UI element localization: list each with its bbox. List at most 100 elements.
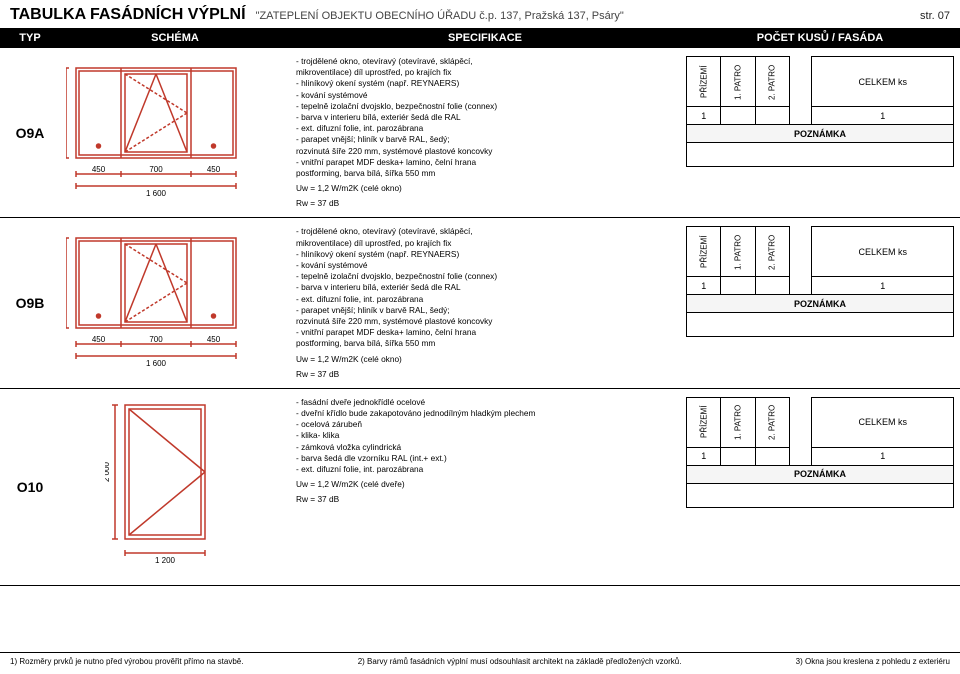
svg-text:1 200: 1 200	[155, 556, 176, 565]
spec-extra-line: Uw = 1,2 W/m2K (celé okno)	[296, 183, 674, 194]
table-row: O9B 1 300 450	[0, 218, 960, 388]
table-row: O10 2 000 1 200 - fasádní dveře jednokří…	[0, 389, 960, 586]
spec-line: mikroventilace) díl uprostřed, po krajíc…	[296, 67, 674, 78]
spec-line: - ext. difuzní folie, int. parozábrana	[296, 464, 674, 475]
main-title: TABULKA FASÁDNÍCH VÝPLNÍ	[10, 6, 246, 24]
label-patro1: 1. PATRO	[721, 57, 755, 107]
svg-text:1 600: 1 600	[146, 359, 167, 368]
val-celkem: 1	[812, 107, 954, 125]
spec-line: - hliníkový okení systém (např. REYNAERS…	[296, 249, 674, 260]
spec-line: - zámková vložka cylindrická	[296, 442, 674, 453]
page-header: TABULKA FASÁDNÍCH VÝPLNÍ "ZATEPLENÍ OBJE…	[0, 0, 960, 28]
label-poznamka: POZNÁMKA	[687, 125, 954, 143]
typ-cell: O9A	[0, 48, 60, 217]
svg-text:700: 700	[149, 335, 163, 344]
val-celkem: 1	[812, 447, 954, 465]
val-prizemi: 1	[687, 107, 721, 125]
spec-line: - ocelová zárubeň	[296, 419, 674, 430]
svg-text:450: 450	[207, 335, 221, 344]
spec-line: mikroventilace) díl uprostřed, po krajíc…	[296, 238, 674, 249]
val-patro1	[721, 107, 755, 125]
spec-line: - barva v interieru bílá, exteriér šedá …	[296, 112, 674, 123]
val-patro2	[755, 107, 789, 125]
spec-line: postforming, barva bílá, šířka 550 mm	[296, 168, 674, 179]
spec-line: - ext. difuzní folie, int. parozábrana	[296, 294, 674, 305]
svg-text:450: 450	[207, 165, 221, 174]
label-prizemi: PŘÍZEMÍ	[687, 227, 721, 277]
label-patro1: 1. PATRO	[721, 397, 755, 447]
val-patro2	[755, 447, 789, 465]
column-headers: TYP SCHÉMA SPECIFIKACE POČET KUSŮ / FASÁ…	[0, 28, 960, 48]
subtitle: "ZATEPLENÍ OBJEKTU OBECNÍHO ÚŘADU č.p. 1…	[256, 10, 624, 22]
footnote-2: 2) Barvy rámů fasádních výplní musí odso…	[358, 657, 682, 666]
spec-cell: - trojdělené okno, otevíravý (otevíravé,…	[290, 48, 680, 217]
page-footer: 1) Rozměry prvků je nutno před výrobou p…	[0, 652, 960, 670]
label-poznamka: POZNÁMKA	[687, 465, 954, 483]
page-number: str. 07	[920, 10, 950, 22]
col-count: POČET KUSŮ / FASÁDA	[680, 32, 960, 44]
poznamka-cell	[687, 143, 954, 167]
spec-line: - kování systémové	[296, 260, 674, 271]
window-schema-svg: 1 300 450 700 450 1 600	[66, 228, 284, 378]
spec-line: - trojdělené okno, otevíravý (otevíravé,…	[296, 56, 674, 67]
val-patro2	[755, 277, 789, 295]
schema-cell: 2 000 1 200	[60, 389, 290, 585]
door-schema-svg: 2 000 1 200	[105, 397, 245, 577]
spec-line: - vnitřní parapet MDF deska+ lamino, čel…	[296, 157, 674, 168]
spec-cell: - trojdělené okno, otevíravý (otevíravé,…	[290, 218, 680, 387]
spec-line: - parapet vnější; hliník v barvě RAL, še…	[296, 134, 674, 145]
spec-line: - tepelně izolační dvojsklo, bezpečnostn…	[296, 101, 674, 112]
count-table: PŘÍZEMÍ 1. PATRO 2. PATRO CELKEM ks 1 1 …	[686, 397, 954, 508]
svg-text:2 000: 2 000	[105, 461, 111, 482]
val-patro1	[721, 447, 755, 465]
label-prizemi: PŘÍZEMÍ	[687, 397, 721, 447]
label-celkem: CELKEM ks	[812, 397, 954, 447]
spec-cell: - fasádní dveře jednokřídlé ocelové- dve…	[290, 389, 680, 585]
spec-line: - klika- klika	[296, 430, 674, 441]
spec-line: - kování systémové	[296, 90, 674, 101]
label-patro1: 1. PATRO	[721, 227, 755, 277]
spec-extra-line: Rw = 37 dB	[296, 494, 674, 505]
val-prizemi: 1	[687, 447, 721, 465]
typ-cell: O9B	[0, 218, 60, 387]
spec-line: rozvinutá šíře 220 mm, systémové plastov…	[296, 316, 674, 327]
col-typ: TYP	[0, 32, 60, 44]
typ-cell: O10	[0, 389, 60, 585]
count-table: PŘÍZEMÍ 1. PATRO 2. PATRO CELKEM ks 1 1 …	[686, 56, 954, 167]
val-celkem: 1	[812, 277, 954, 295]
spec-extra-line: Rw = 37 dB	[296, 369, 674, 380]
label-patro2: 2. PATRO	[755, 227, 789, 277]
poznamka-cell	[687, 483, 954, 507]
label-patro2: 2. PATRO	[755, 57, 789, 107]
label-celkem: CELKEM ks	[812, 57, 954, 107]
label-prizemi: PŘÍZEMÍ	[687, 57, 721, 107]
spec-line: - dveřní křídlo bude zakapotováno jednod…	[296, 408, 674, 419]
spec-extra-line: Uw = 1,2 W/m2K (celé okno)	[296, 354, 674, 365]
svg-text:1 600: 1 600	[146, 189, 167, 198]
spec-line: - trojdělené okno, otevíravý (otevíravé,…	[296, 226, 674, 237]
spec-line: - barva šedá dle vzorníku RAL (int.+ ext…	[296, 453, 674, 464]
val-prizemi: 1	[687, 277, 721, 295]
schema-cell: 1 300 450 700 450 1 600	[60, 48, 290, 217]
label-poznamka: POZNÁMKA	[687, 295, 954, 313]
svg-text:700: 700	[149, 165, 163, 174]
spec-line: - tepelně izolační dvojsklo, bezpečnostn…	[296, 271, 674, 282]
label-celkem: CELKEM ks	[812, 227, 954, 277]
spec-line: - barva v interieru bílá, exteriér šedá …	[296, 282, 674, 293]
spec-line: - vnitřní parapet MDF deska+ lamino, čel…	[296, 327, 674, 338]
count-cell: PŘÍZEMÍ 1. PATRO 2. PATRO CELKEM ks 1 1 …	[680, 218, 960, 387]
footnote-1: 1) Rozměry prvků je nutno před výrobou p…	[10, 657, 243, 666]
spec-line: - fasádní dveře jednokřídlé ocelové	[296, 397, 674, 408]
spec-line: - hliníkový okení systém (např. REYNAERS…	[296, 78, 674, 89]
spec-extra-line: Uw = 1,2 W/m2K (celé dveře)	[296, 479, 674, 490]
count-cell: PŘÍZEMÍ 1. PATRO 2. PATRO CELKEM ks 1 1 …	[680, 48, 960, 217]
spec-line: postforming, barva bílá, šířka 550 mm	[296, 338, 674, 349]
col-spec: SPECIFIKACE	[290, 32, 680, 44]
rows-container: O9A 1 300 450	[0, 48, 960, 586]
svg-text:450: 450	[92, 335, 106, 344]
spec-line: - ext. difuzní folie, int. parozábrana	[296, 123, 674, 134]
count-cell: PŘÍZEMÍ 1. PATRO 2. PATRO CELKEM ks 1 1 …	[680, 389, 960, 585]
spec-line: rozvinutá šíře 220 mm, systémové plastov…	[296, 146, 674, 157]
col-schema: SCHÉMA	[60, 32, 290, 44]
label-patro2: 2. PATRO	[755, 397, 789, 447]
